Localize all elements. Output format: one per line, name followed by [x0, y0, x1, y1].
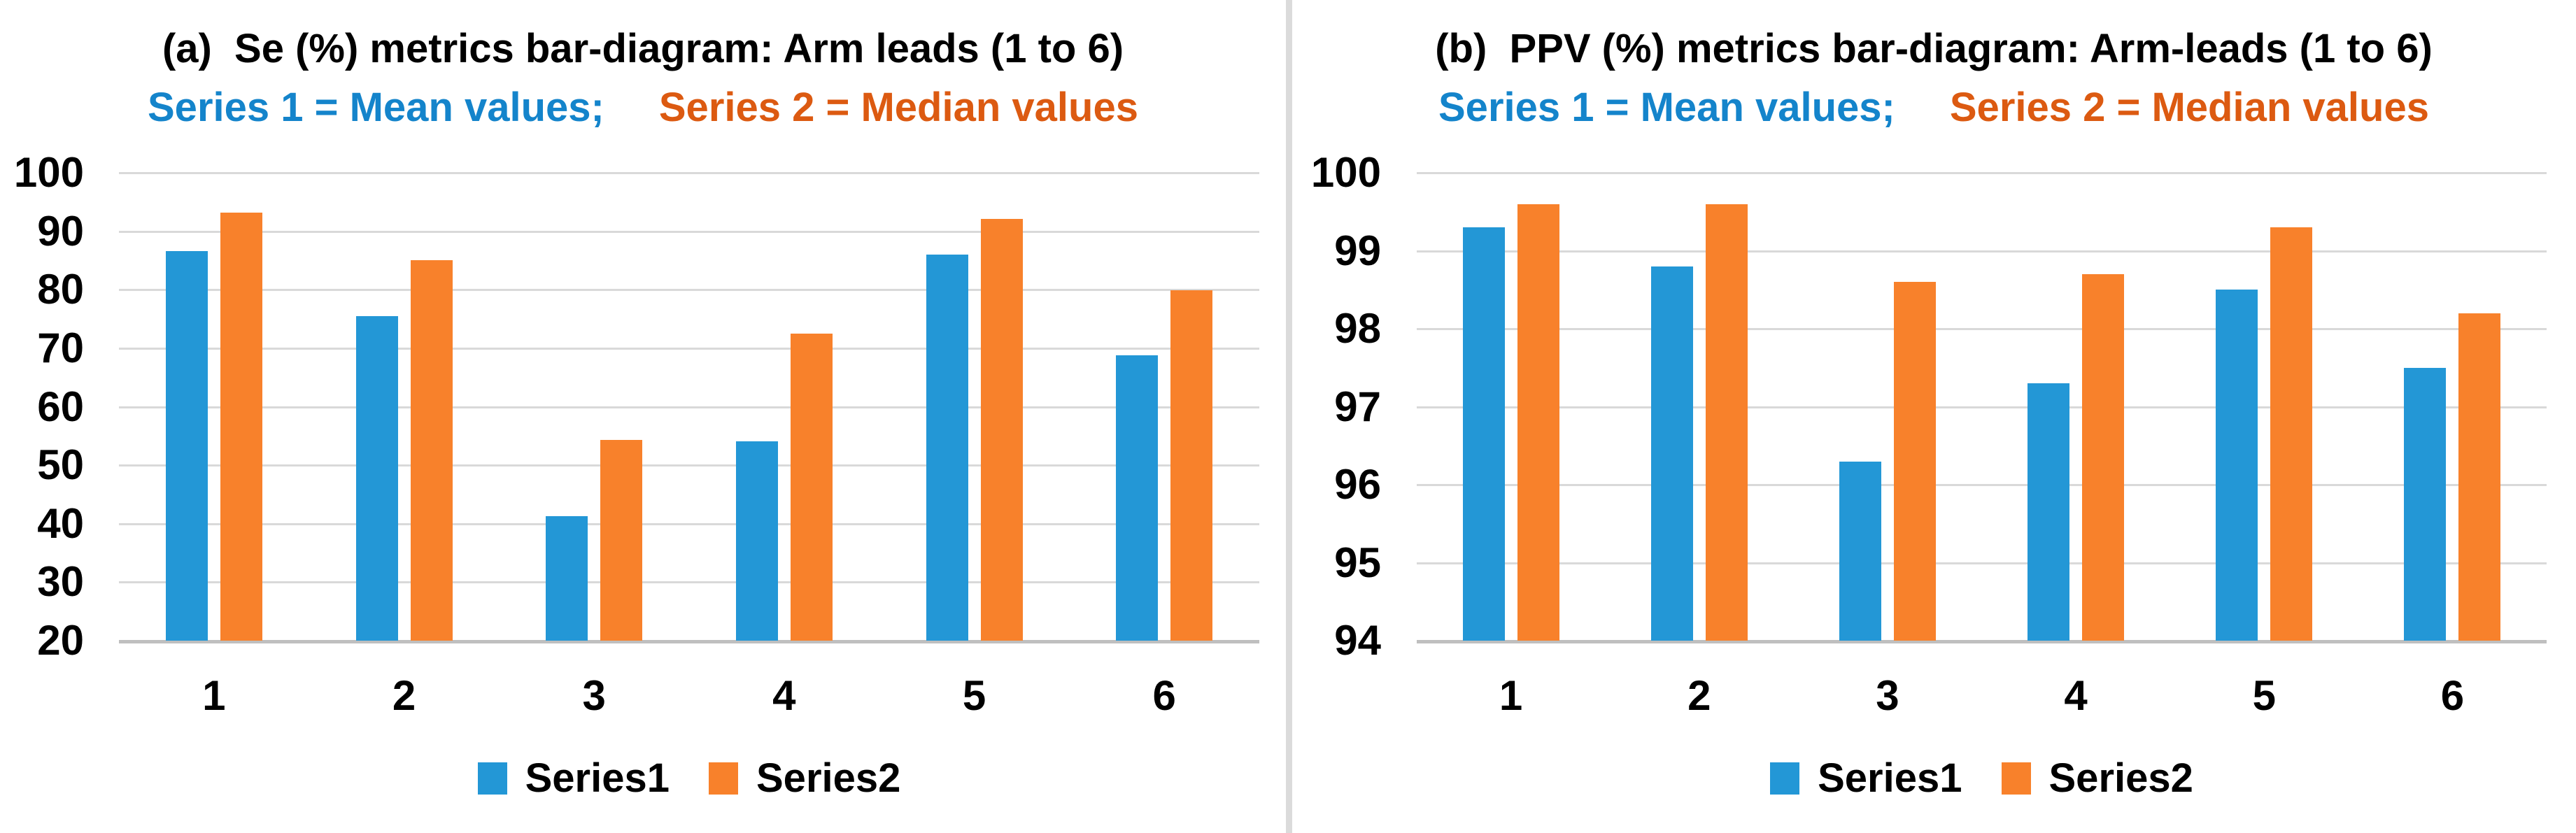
- series2-legend-label: Series2: [756, 755, 901, 801]
- bar-series2: [1517, 204, 1559, 641]
- chart-a-subtitle-series1: Series 1 = Mean values;: [148, 85, 604, 130]
- gridline: [1417, 328, 2547, 330]
- bar-series1: [735, 441, 778, 641]
- gridline: [119, 464, 1259, 467]
- bar-series1: [165, 251, 208, 641]
- bar-series1: [546, 515, 588, 641]
- chart-a-title: (a) Se (%) metrics bar-diagram: Arm lead…: [162, 26, 1124, 71]
- x-tick-label: 1: [202, 672, 226, 719]
- gridline: [1417, 484, 2547, 486]
- x-tick-label: 4: [2064, 672, 2088, 719]
- series2-swatch-icon: [2001, 762, 2031, 795]
- x-tick-label: 5: [962, 672, 986, 719]
- legend-item-series1: Series1: [1770, 758, 1962, 799]
- legend-item-series1: Series1: [477, 755, 670, 801]
- legend-b: Series1 Series2: [1417, 758, 2547, 799]
- x-tick-label: 1: [1499, 672, 1523, 719]
- chart-a-subtitle-series2: Series 2 = Median values: [658, 85, 1138, 130]
- bar-series1: [2216, 290, 2258, 641]
- bar-series2: [2082, 273, 2125, 641]
- bar-series1: [1650, 266, 1693, 641]
- chart-a-subtitle: Series 1 = Mean values; Series 2 = Media…: [0, 84, 1286, 131]
- x-tick-label: 6: [1152, 672, 1176, 719]
- y-tick-label: 94: [1334, 617, 1381, 664]
- gridline: [1417, 172, 2547, 174]
- x-tick-label: 2: [1687, 672, 1711, 719]
- x-tick-label: 5: [2252, 672, 2276, 719]
- y-tick-label: 96: [1334, 461, 1381, 508]
- bar-series1: [2404, 367, 2447, 641]
- y-tick-label: 30: [37, 558, 84, 606]
- gridline: [119, 347, 1259, 350]
- bar-series2: [790, 333, 833, 641]
- bar-series1: [1462, 227, 1505, 641]
- y-tick-label: 95: [1334, 539, 1381, 586]
- bar-series1: [1116, 355, 1159, 641]
- legend-a: Series1 Series2: [119, 758, 1259, 799]
- chart-panel-b: (b) PPV (%) metrics bar-diagram: Arm-lea…: [1291, 0, 2576, 833]
- bar-series1: [355, 315, 398, 641]
- bar-series2: [220, 212, 262, 641]
- bar-series2: [2458, 313, 2501, 641]
- series1-legend-label: Series1: [525, 755, 670, 801]
- gridline: [1417, 406, 2547, 408]
- series1-swatch-icon: [477, 762, 507, 795]
- gridline: [119, 289, 1259, 292]
- y-tick-label: 97: [1334, 383, 1381, 430]
- series2-swatch-icon: [709, 762, 738, 795]
- chart-b-title: (b) PPV (%) metrics bar-diagram: Arm-lea…: [1435, 26, 2433, 71]
- x-tick-label: 3: [582, 672, 606, 719]
- y-tick-label: 100: [1310, 149, 1381, 196]
- bar-series2: [410, 259, 453, 641]
- chart-b-subtitle-series2: Series 2 = Median values: [1949, 85, 2429, 130]
- bar-series2: [1893, 282, 1936, 641]
- y-tick-label: 70: [37, 324, 84, 371]
- y-tick-label: 90: [37, 207, 84, 255]
- panel-divider: [1286, 0, 1292, 833]
- y-tick-label: 98: [1334, 305, 1381, 352]
- chart-panel-a: (a) Se (%) metrics bar-diagram: Arm lead…: [0, 0, 1286, 833]
- bar-series2: [600, 440, 643, 641]
- y-tick-label: 60: [37, 383, 84, 430]
- gridline: [1417, 250, 2547, 252]
- bar-series1: [1839, 461, 1881, 641]
- series1-swatch-icon: [1770, 762, 1800, 795]
- series1-legend-label: Series1: [1818, 755, 1962, 801]
- gridline: [119, 522, 1259, 525]
- bar-series2: [980, 219, 1023, 641]
- gridline: [119, 406, 1259, 408]
- x-tick-label: 2: [392, 672, 416, 719]
- y-tick-label: 99: [1334, 227, 1381, 274]
- gridline: [1417, 562, 2547, 564]
- bar-series1: [926, 255, 968, 641]
- bar-series2: [2270, 227, 2313, 641]
- legend-item-series2: Series2: [2001, 755, 2193, 801]
- y-tick-label: 80: [37, 266, 84, 313]
- chart-b-subtitle-series1: Series 1 = Mean values;: [1438, 85, 1895, 130]
- bar-series1: [2027, 383, 2070, 641]
- gridline: [119, 230, 1259, 233]
- gridline: [1417, 640, 2547, 643]
- series2-legend-label: Series2: [2048, 755, 2193, 801]
- legend-item-series2: Series2: [709, 758, 900, 799]
- bar-series2: [1705, 204, 1748, 641]
- y-tick-label: 20: [37, 617, 84, 664]
- gridline: [119, 172, 1259, 174]
- gridline: [119, 581, 1259, 584]
- x-tick-label: 6: [2440, 672, 2465, 719]
- y-tick-label: 40: [37, 499, 84, 547]
- x-tick-label: 4: [772, 672, 796, 719]
- gridline: [119, 640, 1259, 643]
- x-tick-label: 3: [1876, 672, 1899, 719]
- y-tick-label: 50: [37, 441, 84, 489]
- bar-series2: [1170, 290, 1213, 641]
- chart-b-subtitle: Series 1 = Mean values; Series 2 = Media…: [1291, 84, 2576, 131]
- y-tick-label: 100: [13, 149, 84, 196]
